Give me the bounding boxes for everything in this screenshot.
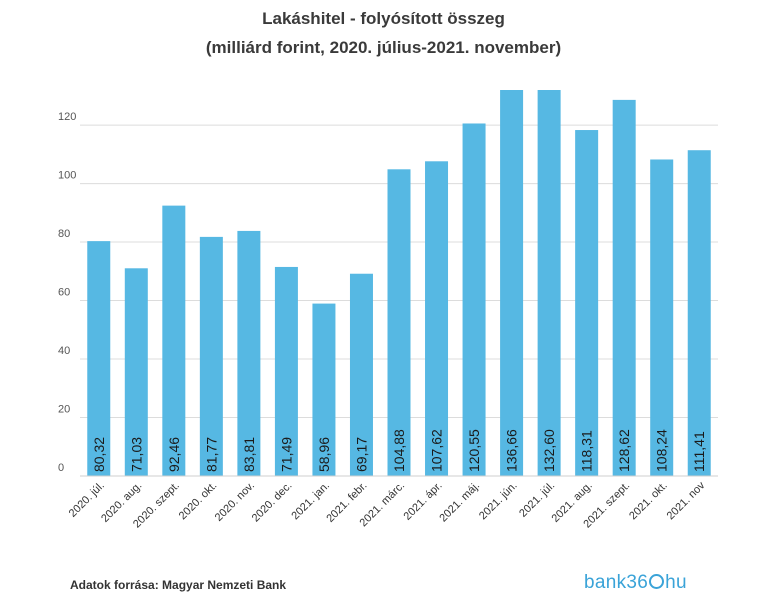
bar-value-label: 104,88 (391, 429, 407, 472)
bar (650, 159, 674, 477)
bar-value-label: 132,60 (541, 429, 557, 472)
bar-value-label: 118,31 (579, 430, 595, 472)
bar (387, 169, 411, 476)
y-tick-label: 0 (58, 462, 64, 474)
y-tick-label: 120 (58, 111, 76, 123)
bar (425, 161, 449, 476)
bar (349, 273, 373, 476)
bar-value-label: 69,17 (353, 437, 369, 472)
chart-title-line1: Lakáshitel - folyósított összeg (262, 9, 505, 28)
bar (124, 268, 148, 476)
x-tick-label: 2021. okt. (627, 480, 670, 523)
y-tick-label: 100 (58, 170, 76, 182)
bar-value-label: 136,66 (504, 429, 520, 472)
bank360-logo: bank36 hu (584, 572, 687, 593)
y-tick-label: 20 (58, 404, 70, 416)
x-tick-label: 2021. jún. (477, 480, 520, 523)
bar-value-label: 128,62 (616, 429, 632, 472)
y-tick-label: 40 (58, 345, 70, 357)
x-tick-label: 2020. dec. (250, 480, 295, 525)
bar-value-label: 92,46 (166, 437, 182, 472)
bar-value-label: 120,55 (466, 429, 482, 472)
bar-value-label: 107,62 (429, 429, 445, 472)
x-tick-label: 2021. nov (665, 479, 708, 522)
chart-title-line2: (milliárd forint, 2020. július-2021. nov… (205, 38, 562, 57)
bar-value-label: 81,77 (203, 437, 219, 472)
bar (537, 90, 561, 476)
bar-value-label: 83,81 (241, 437, 257, 472)
bar (312, 303, 336, 476)
x-tick-label: 2021. máj. (437, 480, 482, 525)
y-tick-label: 80 (58, 228, 70, 240)
bar (612, 99, 636, 476)
bar (162, 205, 186, 476)
bar (237, 230, 261, 476)
bar (575, 130, 599, 476)
bar-value-label: 71,49 (278, 437, 294, 472)
bar-value-label: 58,96 (316, 437, 332, 472)
bar (274, 266, 298, 476)
bar (687, 150, 711, 476)
bar-value-label: 108,24 (654, 429, 670, 472)
data-source-note: Adatok forrása: Magyar Nemzeti Bank (70, 578, 287, 592)
bar-value-label: 80,32 (91, 437, 107, 472)
bar (87, 241, 111, 476)
bar (199, 236, 223, 476)
bar (500, 90, 524, 476)
bar (462, 123, 486, 476)
y-tick-label: 60 (58, 287, 70, 299)
bar-value-label: 71,03 (128, 437, 144, 472)
bar-value-label: 111,41 (691, 431, 707, 472)
